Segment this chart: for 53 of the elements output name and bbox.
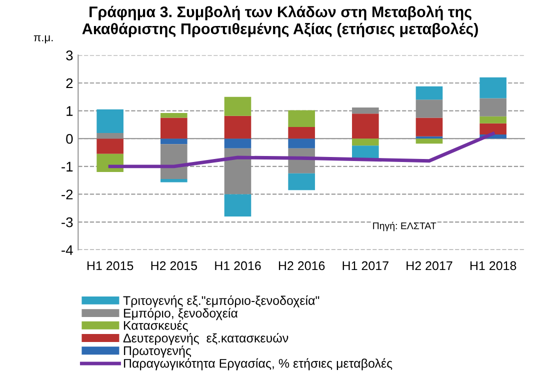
bar xyxy=(480,98,506,116)
legend-label: Εμπόριο, ξενοδοχεία xyxy=(124,308,238,320)
bar xyxy=(416,86,443,100)
bar xyxy=(224,96,252,116)
y-tick-label: -4 xyxy=(62,245,73,255)
legend-label: Δευτερογενής εξ.κατασκευών xyxy=(123,332,288,345)
bar xyxy=(288,110,315,127)
x-tick-label: H2 2017 xyxy=(406,261,452,270)
bar xyxy=(288,173,315,190)
bar xyxy=(224,194,252,216)
bar xyxy=(160,113,188,118)
legend-label: Παραγωγικότητα Εργασίας, % ετήσιες μεταβολές xyxy=(124,358,392,370)
annotation: Πηγή: ΕΛΣΤΑΤ xyxy=(373,222,436,232)
x-tick-label: H1 2015 xyxy=(87,261,134,270)
line-series xyxy=(108,132,495,168)
y-axis-title: π.μ. xyxy=(34,35,53,44)
x-tick-label: H1 2016 xyxy=(215,261,261,270)
legend-label: Πρωτογενής xyxy=(124,346,192,358)
x-tick-label: H2 2015 xyxy=(151,261,198,270)
bar xyxy=(96,138,124,154)
y-tick-label: -3 xyxy=(62,217,73,228)
bar xyxy=(224,116,252,139)
bar xyxy=(288,126,315,139)
bar xyxy=(416,138,443,144)
bar xyxy=(96,109,124,134)
bar xyxy=(352,107,379,114)
bar xyxy=(224,148,252,194)
x-tick-label: H1 2018 xyxy=(470,261,516,270)
bar xyxy=(160,118,188,139)
x-tick-label: H1 2017 xyxy=(342,261,388,270)
bar xyxy=(288,138,315,148)
bar xyxy=(96,133,124,139)
y-tick-label: 0 xyxy=(66,134,73,144)
bar xyxy=(160,178,188,182)
chart-title: Γράφημα 3. Συμβολή των Κλάδων στη Μεταβολή της Ακαθάριστης Προστιθεμένης Αξίας (ετήσιες μεταβολές) xyxy=(82,6,478,38)
bar xyxy=(480,77,506,98)
x-tick-label: H2 2016 xyxy=(278,261,325,270)
bar xyxy=(160,138,188,144)
bar xyxy=(352,114,379,139)
bar xyxy=(480,116,506,124)
y-tick-label: -2 xyxy=(62,190,73,200)
bar xyxy=(416,118,443,136)
bar xyxy=(352,138,379,146)
y-tick-label: 1 xyxy=(66,106,73,116)
y-tick-label: 3 xyxy=(66,50,73,60)
bar xyxy=(224,138,252,148)
y-tick-label: 2 xyxy=(66,78,73,88)
bar xyxy=(416,100,443,118)
legend-label: Τριτογενής εξ."εμπόριο-ξενοδοχεία" xyxy=(123,295,320,308)
legend-label: Κατασκευές xyxy=(124,320,188,332)
bar xyxy=(480,123,506,134)
y-tick-label: -1 xyxy=(62,162,73,172)
bar xyxy=(160,144,188,179)
